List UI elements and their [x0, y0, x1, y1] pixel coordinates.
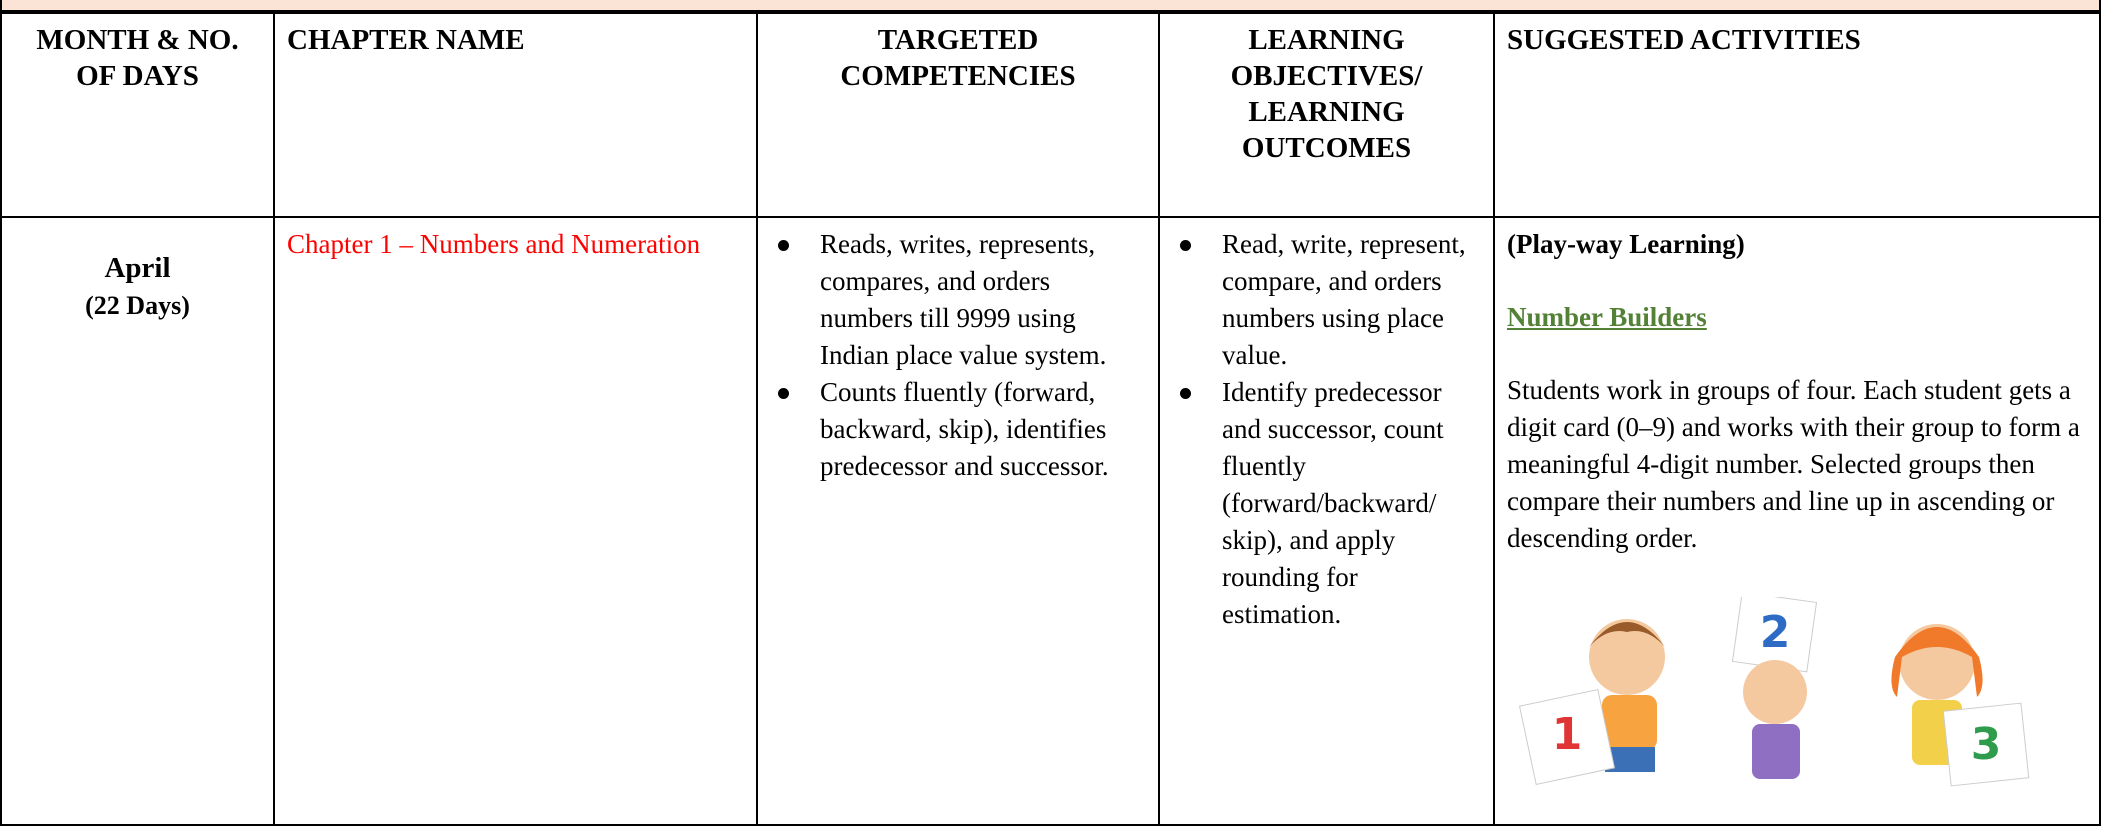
chapter-cell: Chapter 1 – Numbers and Numeration: [273, 216, 758, 826]
kid-shirt: [1602, 695, 1657, 750]
kid-hair: [1891, 627, 1983, 697]
header-band: [0, 0, 2101, 12]
body-row: April (22 Days) Chapter 1 – Numbers and …: [0, 216, 2101, 826]
days: (22 Days): [85, 291, 190, 320]
activity-text: Students work in groups of four. Each st…: [1507, 375, 2080, 553]
competencies-list: Reads, writes, represents, compares, and…: [770, 226, 1146, 485]
header-cell: MONTH & NO. OF DAYS: [0, 12, 275, 218]
kid-dress: [1752, 724, 1800, 779]
list-item: Reads, writes, represents, compares, and…: [778, 226, 1146, 374]
kid-1: 1: [1518, 619, 1665, 786]
header-cell: SUGGESTED ACTIVITIES: [1493, 12, 2101, 218]
card: [1518, 688, 1616, 786]
activities-cell: (Play-way Learning) Number Builders Stud…: [1493, 216, 2101, 826]
card: [1942, 702, 2030, 787]
objectives-list: Read, write, represent, compare, and ord…: [1172, 226, 1481, 633]
activity-link[interactable]: Number Builders: [1507, 302, 1707, 332]
list-item: Counts fluently (forward, backward, skip…: [778, 374, 1146, 485]
kid-2: 2: [1731, 597, 1818, 779]
month: April: [104, 252, 171, 284]
header-row: MONTH & NO. OF DAYS CHAPTER NAME TARGETE…: [0, 12, 2101, 218]
header-cell: LEARNING OBJECTIVES/ LEARNING OUTCOMES: [1158, 12, 1495, 218]
kid-hair: [1589, 622, 1665, 647]
competencies-cell: Reads, writes, represents, compares, and…: [756, 216, 1160, 826]
kid-head: [1589, 619, 1665, 695]
card-number: 2: [1760, 607, 1791, 658]
kids-illustration: 1 2 3: [1518, 597, 2030, 787]
list-item: Identify predecessor and successor, coun…: [1180, 374, 1481, 633]
activity-heading: (Play-way Learning): [1507, 229, 1745, 259]
objectives-cell: Read, write, represent, compare, and ord…: [1158, 216, 1495, 826]
month-cell: April (22 Days): [0, 216, 275, 826]
kid-head: [1743, 660, 1807, 724]
card-number: 3: [1971, 719, 2002, 770]
lesson-table: MONTH & NO. OF DAYS CHAPTER NAME TARGETE…: [0, 12, 2101, 826]
card-number: 1: [1552, 709, 1583, 760]
header-cell: CHAPTER NAME: [273, 12, 758, 218]
header-cell: TARGETED COMPETENCIES: [756, 12, 1160, 218]
list-item: Read, write, represent, compare, and ord…: [1180, 226, 1481, 374]
kid-3: 3: [1891, 624, 2030, 787]
chapter-name: Chapter 1 – Numbers and Numeration: [287, 229, 701, 259]
